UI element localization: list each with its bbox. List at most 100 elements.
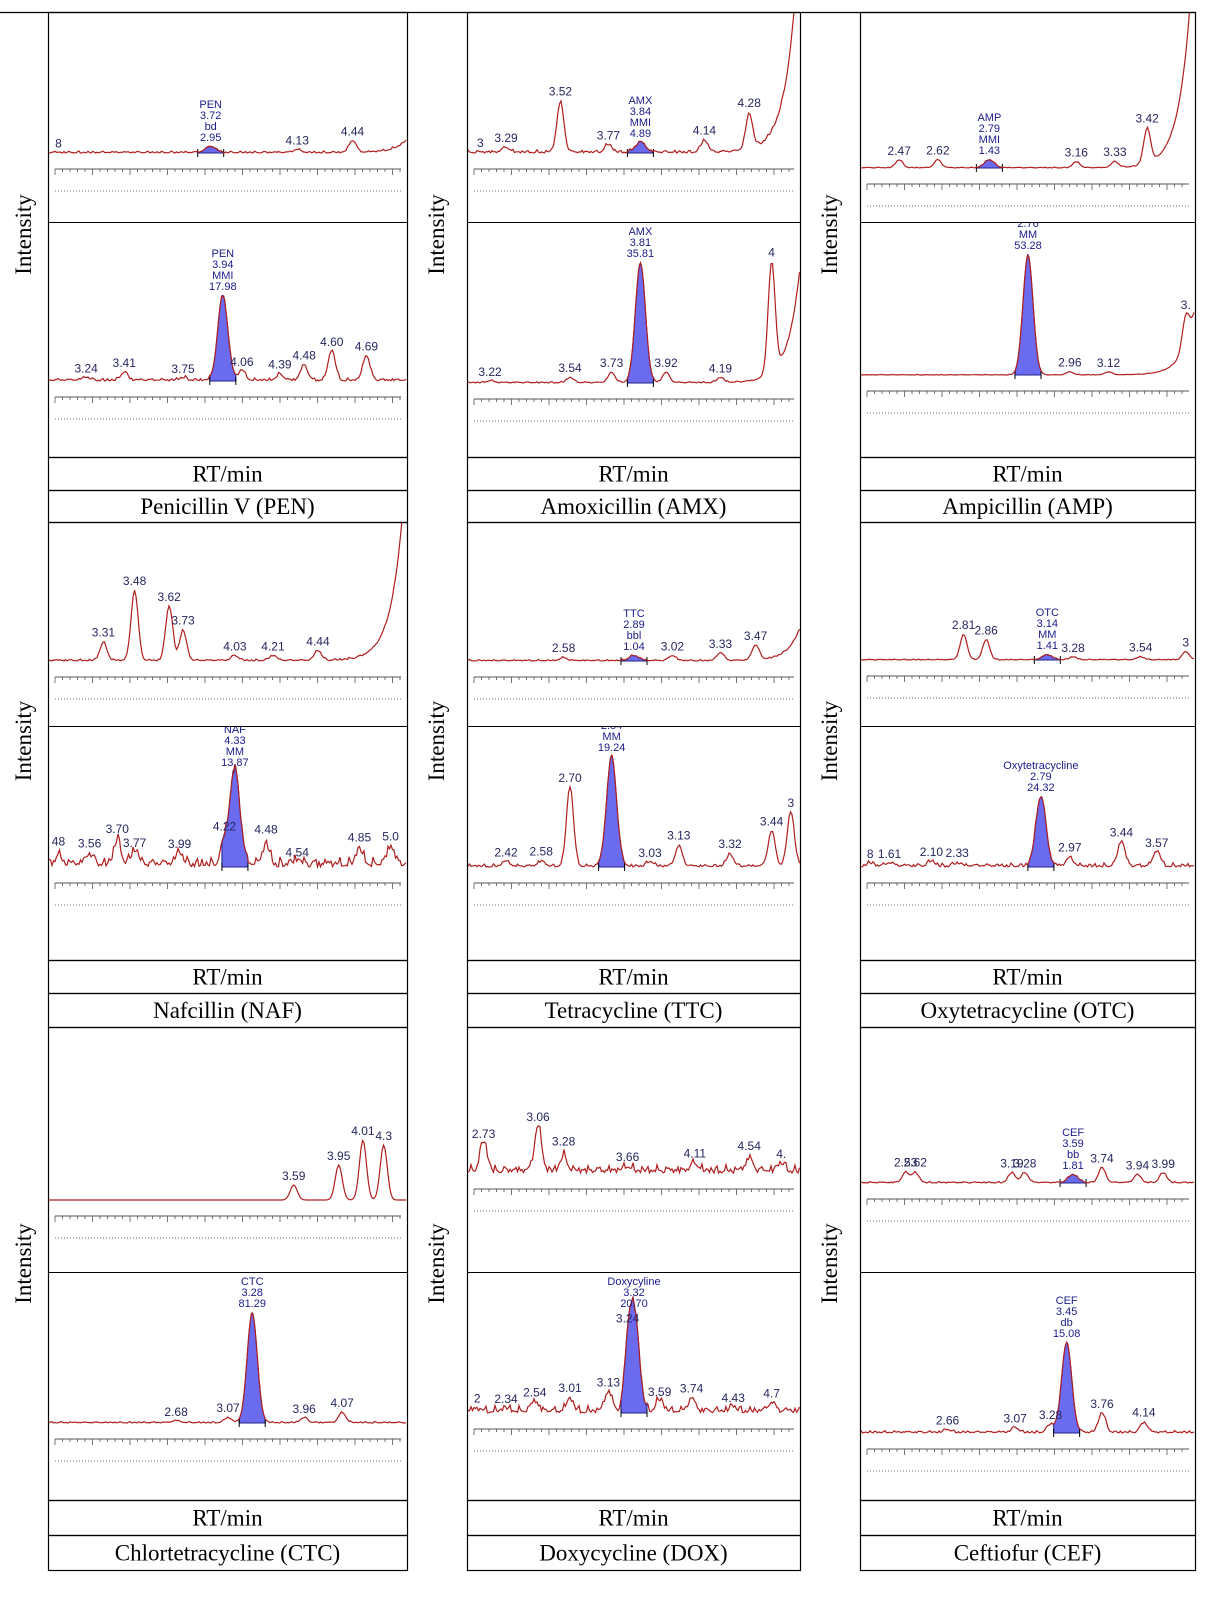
panel-frame	[466, 1026, 802, 1502]
peak-annotation: 4.89	[630, 128, 651, 140]
peak-label: 2.10	[920, 845, 944, 859]
peak-label: 4.43	[722, 1391, 746, 1405]
peak-label: 3.12	[1097, 356, 1121, 370]
compound-name: Doxycycline (DOX)	[539, 1541, 727, 1566]
peak-label: 3.44	[760, 814, 784, 828]
compound-name: Tetracycline (TTC)	[545, 998, 723, 1023]
compound-name: Amoxicillin (AMX)	[541, 494, 727, 519]
x-axis-label: RT/min	[192, 965, 263, 990]
name-cell	[47, 1534, 409, 1572]
peak-label: 3.62	[158, 590, 182, 604]
peak-annotation: 1.43	[979, 145, 1000, 157]
peak-label: 3.28	[1013, 1157, 1037, 1171]
compound-name: Penicillin V (PEN)	[140, 494, 314, 519]
peak-label: 4.11	[684, 1146, 707, 1160]
peak-label: 3.03	[638, 846, 662, 860]
peak-label: 2.68	[164, 1405, 188, 1419]
peak-label: 3.24	[616, 1311, 640, 1325]
x-axis-label: RT/min	[992, 1506, 1063, 1531]
peak-annotation: db	[1061, 1317, 1073, 1329]
peak-label: 3.74	[1090, 1151, 1114, 1165]
y-axis-label: Intensity	[817, 700, 842, 781]
trace	[468, 754, 800, 868]
peak-annotation: MM	[1038, 629, 1056, 641]
peak-annotation: 3.59	[1062, 1138, 1083, 1150]
peak-annotation: 3.94	[212, 259, 233, 271]
chromatogram: 2.73 3.063.28 3.66 4.11 4.54 4.	[468, 1110, 800, 1212]
peak-annotation: 81.29	[238, 1298, 266, 1310]
peak-label: 3.28	[552, 1134, 576, 1148]
peak-label: 4.44	[341, 125, 365, 139]
chromatogram: 2 2.34 2.54 3.01 3.13 3.24 3.59 3.74 4.43 4.7 Doxy…	[468, 1276, 800, 1452]
peak-label: 3.22	[478, 365, 502, 379]
peak-label: 4.7	[763, 1387, 780, 1401]
peak-annotation: 3.72	[200, 110, 221, 122]
peak-annotation: PEN	[211, 248, 234, 260]
peak-annotation: 15.08	[1053, 1328, 1081, 1340]
trace	[468, 260, 800, 384]
trace	[49, 295, 407, 382]
peak-label: 2.66	[936, 1414, 960, 1428]
peak-annotation: PEN	[199, 99, 222, 111]
peak-label: 3	[1182, 636, 1189, 650]
chromatogram: 2.532.62 3.193.28 3.74 3.94 3.99 CEF3.59bb1.8…	[861, 1127, 1195, 1222]
peak-label: 3.59	[648, 1385, 672, 1399]
peak-annotation: OTC	[1036, 607, 1059, 619]
peak-label: 3.74	[680, 1382, 704, 1396]
peak-label: 4.54	[738, 1139, 762, 1153]
peak-label: 3.33	[1103, 145, 1127, 159]
peak-annotation: TTC	[623, 608, 644, 620]
peak-label: 3.77	[123, 836, 147, 850]
peak-label: 4.14	[693, 123, 717, 137]
trace	[49, 1138, 406, 1201]
peak-label: 8	[867, 847, 874, 861]
peak-label: 2.70	[558, 771, 582, 785]
peak-annotation: 2.89	[623, 619, 644, 631]
x-axis-label: RT/min	[192, 462, 263, 487]
peak-annotation: NAF	[224, 724, 246, 736]
peak-label: 4.60	[320, 335, 344, 349]
peak-annotation: 2.79	[979, 123, 1000, 135]
peak-label: 3.73	[171, 614, 195, 628]
peak-label: 3.06	[526, 1110, 550, 1124]
peak-label: 3.13	[667, 829, 691, 843]
peak-label: 4.48	[292, 349, 316, 363]
peak-label: 2.58	[530, 844, 554, 858]
chromatogram: 8 1.61 2.10 2.33 2.97 3.44 3.57 Oxytetracycline…	[861, 760, 1195, 906]
peak-label: 3.32	[718, 837, 742, 851]
peak-label: 3.57	[1145, 836, 1169, 850]
peak-label: 8	[55, 136, 62, 150]
peak-annotation: MMI	[212, 270, 233, 282]
peak-label: 2.73	[472, 1127, 496, 1141]
peak-label: 1.61	[878, 847, 902, 861]
peak-label: 2.86	[974, 624, 998, 638]
peak-annotation: 24.32	[1027, 782, 1055, 794]
peak-label: 4.14	[1132, 1406, 1156, 1420]
peak-label: 3.59	[282, 1169, 306, 1183]
trace	[861, 13, 1190, 169]
peak-annotation: MM	[226, 746, 244, 758]
peak-label: 4.03	[223, 639, 247, 653]
peak-label: 3.99	[1152, 1157, 1176, 1171]
peak-label: 3.99	[168, 837, 192, 851]
peak-annotation: 13.87	[221, 757, 249, 769]
peak-annotation: 3.45	[1056, 1306, 1077, 1318]
trace	[861, 254, 1195, 376]
peak-annotation: 2.76	[1017, 218, 1038, 230]
peak-label: 3.29	[494, 131, 518, 145]
peak-label: 4.06	[230, 355, 254, 369]
peak-annotation: 53.28	[1014, 240, 1042, 252]
trace	[49, 1312, 407, 1424]
x-axis-label: RT/min	[992, 462, 1063, 487]
peak-annotation: 2.84	[601, 720, 622, 732]
peak-annotation: CEF	[1062, 1127, 1084, 1139]
peak-label: 3.19	[1000, 1156, 1024, 1170]
peak-annotation: 19.24	[598, 742, 626, 754]
peak-label: 2.97	[1058, 841, 1082, 855]
